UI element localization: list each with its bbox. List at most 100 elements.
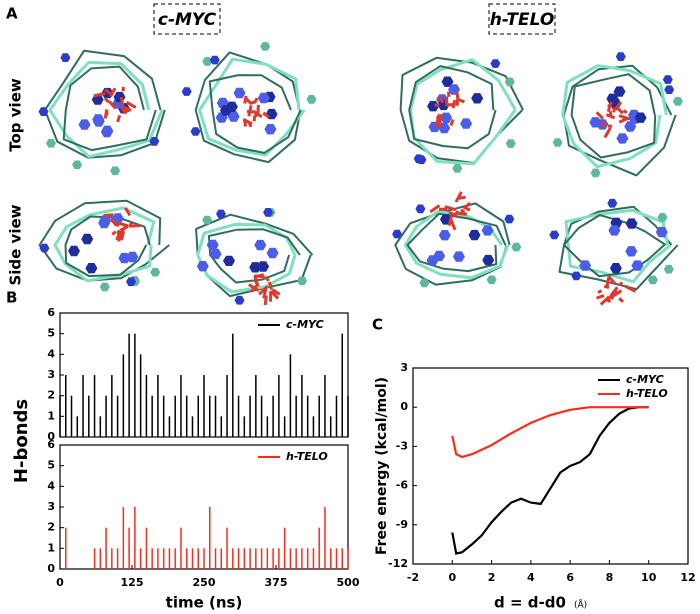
row-label: Side view xyxy=(7,204,25,285)
x-tick-label: 0 xyxy=(448,571,456,584)
ligand xyxy=(111,230,117,236)
base xyxy=(606,93,619,104)
base xyxy=(613,86,626,97)
molecule xyxy=(392,191,522,288)
ligand xyxy=(128,221,134,228)
outer-base xyxy=(110,166,121,176)
backbone xyxy=(53,206,156,283)
outer-base xyxy=(486,275,497,285)
outer-base xyxy=(662,75,673,84)
ligand xyxy=(460,208,466,214)
ligand xyxy=(607,124,613,128)
y-tick-label: 0 xyxy=(400,400,408,413)
ligand xyxy=(607,275,617,286)
x-tick-label: 125 xyxy=(121,576,144,589)
base xyxy=(460,118,473,129)
outer-base xyxy=(657,213,668,222)
outer-base xyxy=(552,138,563,147)
ligand xyxy=(125,100,137,109)
ligand xyxy=(595,111,605,120)
outer-base xyxy=(615,52,626,61)
outer-base xyxy=(549,230,560,240)
ligand xyxy=(104,88,112,95)
ligand xyxy=(262,111,270,119)
base xyxy=(257,261,270,272)
y-tick-label: 5 xyxy=(47,459,55,472)
ligand xyxy=(119,97,125,110)
ligand xyxy=(435,113,442,120)
base xyxy=(206,239,219,251)
backbone xyxy=(62,65,157,152)
y-tick-label: 0 xyxy=(47,562,55,575)
y-tick-label: 5 xyxy=(47,327,55,340)
x-tick-label: 8 xyxy=(606,571,614,584)
outer-base xyxy=(647,275,658,285)
base xyxy=(468,229,481,241)
ligand xyxy=(107,100,117,110)
base xyxy=(223,255,235,266)
base xyxy=(78,119,91,130)
outer-base xyxy=(99,282,110,292)
ligand xyxy=(103,97,110,104)
base xyxy=(579,260,592,271)
chart: 0 1 2 3 4 5 6 c-MYC H-bonds B xyxy=(6,289,349,483)
base xyxy=(233,87,246,99)
ligand xyxy=(597,289,603,294)
molecule xyxy=(38,49,166,176)
y-tick-label: 6 xyxy=(47,438,55,451)
y-axis-label: H-bonds xyxy=(11,399,32,483)
y-tick-label: 0 xyxy=(47,430,55,443)
base xyxy=(655,226,668,238)
base xyxy=(433,250,446,262)
ligand xyxy=(253,111,260,118)
outer-base xyxy=(260,42,271,51)
base xyxy=(481,225,494,236)
base xyxy=(624,121,637,132)
curve xyxy=(451,406,649,555)
backbone xyxy=(403,209,510,280)
molecule xyxy=(552,52,683,178)
backbone xyxy=(409,58,517,166)
base xyxy=(100,126,113,138)
ligand xyxy=(113,222,120,228)
legend-label: h-TELO xyxy=(626,387,668,400)
ligand xyxy=(243,118,253,126)
base xyxy=(482,254,495,266)
backbone xyxy=(207,228,301,284)
x-tick-label: -2 xyxy=(407,571,419,584)
chart: 0 1 2 3 4 5 6 0 125 250 375 500 h-TELO time (ns) xyxy=(47,438,359,612)
ligand xyxy=(599,120,608,128)
ligand xyxy=(444,96,449,106)
ligand xyxy=(618,281,624,287)
base xyxy=(111,213,124,224)
backbone xyxy=(406,212,507,273)
ligand xyxy=(438,207,448,211)
ligand xyxy=(258,285,269,296)
base xyxy=(616,133,629,144)
y-axis-label: Free energy (kcal/mol) xyxy=(374,377,390,555)
ligand xyxy=(444,205,457,212)
ligand xyxy=(124,207,132,217)
panel-label: B xyxy=(6,289,17,307)
y-tick-label: 4 xyxy=(47,479,55,492)
backbone xyxy=(564,208,672,284)
ligand xyxy=(605,113,616,120)
ligand xyxy=(462,201,472,210)
ligand xyxy=(105,110,109,116)
ligand xyxy=(263,295,268,306)
outer-base xyxy=(46,138,56,148)
ligand xyxy=(103,213,114,217)
base xyxy=(452,251,465,262)
ligand xyxy=(618,116,630,124)
outer-base xyxy=(150,267,161,277)
panel-a: A c-MYC h-TELO Top view Side view xyxy=(6,3,556,286)
backbone xyxy=(208,74,302,154)
structure-title: c-MYC xyxy=(158,10,217,30)
molecule xyxy=(195,208,314,306)
base xyxy=(631,260,644,271)
base xyxy=(438,230,451,241)
ligand xyxy=(624,284,637,293)
outer-base xyxy=(190,127,201,136)
molecule xyxy=(38,199,170,292)
